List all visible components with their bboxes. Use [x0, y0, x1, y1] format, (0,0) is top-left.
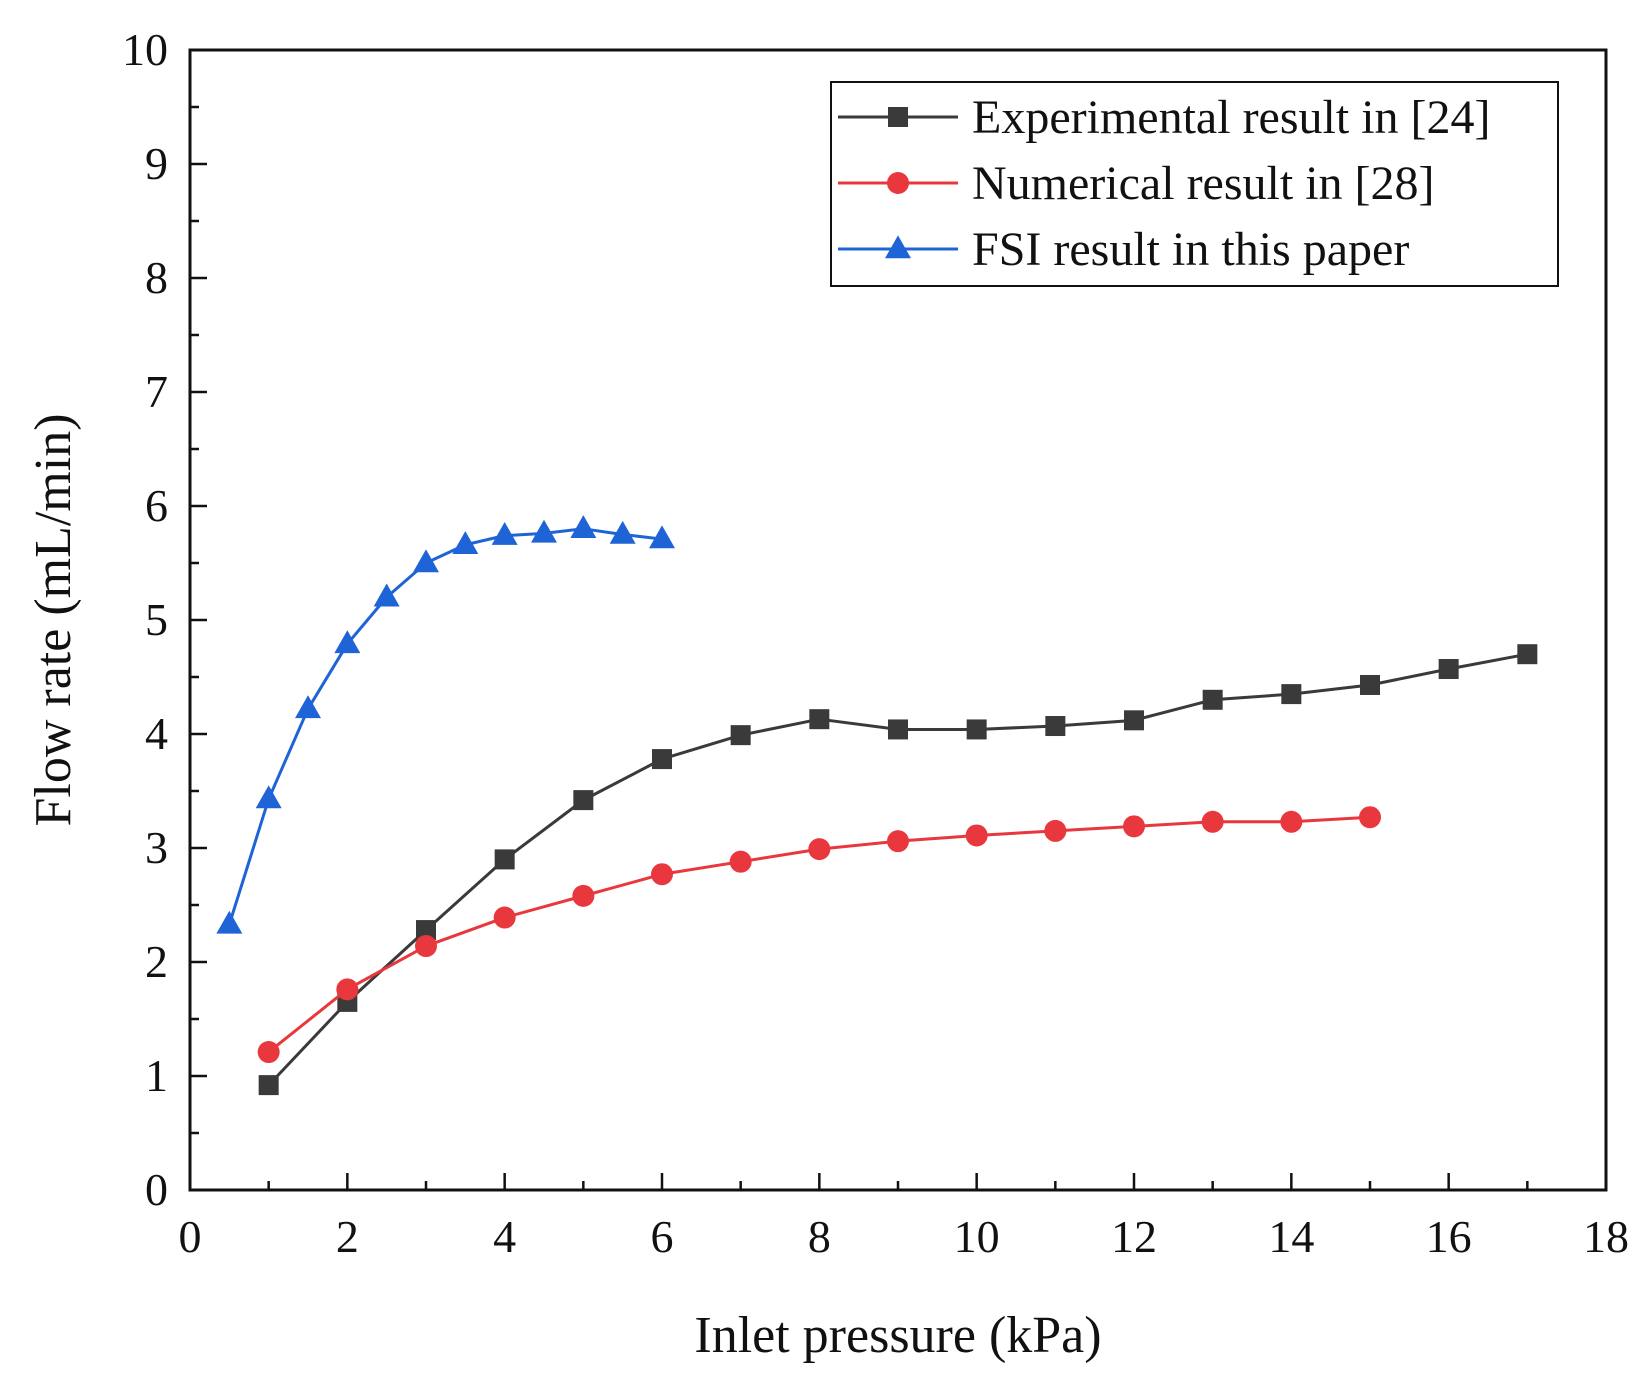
series-3-point: [255, 785, 282, 809]
series-2-point: [651, 863, 673, 886]
series-1-point: [1438, 659, 1459, 680]
y-tick-label: 10: [122, 24, 168, 75]
series-1-point: [652, 749, 672, 770]
series-1-point: [809, 709, 830, 730]
y-tick-label: 5: [145, 594, 168, 645]
series-1-point: [573, 790, 594, 811]
y-tick-label: 4: [145, 708, 168, 759]
series-layer: [216, 515, 1538, 1096]
series-3-point: [216, 910, 243, 934]
series-1-point: [966, 719, 987, 740]
series-1-point: [730, 725, 751, 746]
series-1-point: [416, 920, 436, 941]
series-1-point: [258, 1075, 279, 1096]
legend-label: FSI result in this paper: [972, 223, 1409, 276]
y-tick-label: 0: [145, 1164, 168, 1215]
series-2-point: [1201, 810, 1224, 833]
series-2-point: [887, 830, 909, 853]
legend-label: Numerical result in [28]: [972, 157, 1435, 210]
series-2-point: [415, 935, 437, 958]
y-tick-label: 7: [145, 366, 168, 417]
legend-label: Experimental result in [24]: [972, 91, 1491, 144]
series-3-point: [452, 531, 479, 554]
series-3-point: [531, 519, 557, 543]
series-1-point: [1360, 674, 1380, 695]
x-tick-label: 6: [651, 1211, 674, 1262]
series-2-point: [808, 838, 831, 861]
x-tick-label: 12: [1111, 1211, 1157, 1262]
series-1-point: [1124, 710, 1144, 731]
legend-marker: [888, 107, 908, 127]
y-tick-label: 3: [145, 822, 168, 873]
x-tick-label: 8: [808, 1211, 831, 1262]
x-tick-label: 10: [954, 1211, 1000, 1262]
y-tick-label: 8: [145, 252, 168, 303]
x-tick-label: 4: [493, 1211, 516, 1262]
legend-marker: [885, 235, 911, 259]
x-tick-label: 0: [179, 1211, 202, 1262]
series-2-point: [493, 906, 516, 929]
series-2: [257, 806, 1381, 1064]
series-2-point: [965, 824, 988, 847]
series-1-point: [1202, 689, 1223, 710]
series-2-point: [1359, 806, 1381, 829]
series-2-point: [257, 1041, 280, 1064]
y-tick-label: 2: [145, 936, 168, 987]
series-3-point: [334, 630, 361, 654]
series-1-point: [888, 719, 908, 740]
series-1-point: [494, 849, 515, 870]
y-tick-label: 9: [145, 138, 168, 189]
series-2-point: [729, 850, 752, 873]
x-axis-title: Inlet pressure (kPa): [694, 1307, 1101, 1364]
legend-marker: [887, 172, 909, 194]
series-1-point: [1281, 684, 1302, 705]
series-1-point: [1517, 644, 1538, 665]
x-tick-label: 18: [1583, 1211, 1629, 1262]
x-tick-label: 14: [1268, 1211, 1314, 1262]
series-3-point: [413, 549, 439, 573]
series-2-point: [572, 884, 595, 907]
y-axis-title: Flow rate (mL/min): [25, 413, 82, 826]
x-tick-label: 2: [336, 1211, 359, 1262]
series-2-point: [1123, 815, 1145, 838]
series-1-point: [1045, 716, 1066, 737]
series-1: [258, 644, 1538, 1096]
series-2-point: [336, 978, 359, 1001]
series-3-point: [609, 520, 636, 544]
series-3-point: [649, 525, 675, 549]
y-tick-label: 1: [145, 1050, 168, 1101]
x-tick-label: 16: [1426, 1211, 1472, 1262]
series-3-point: [570, 515, 597, 539]
y-tick-label: 6: [145, 480, 168, 531]
series-2-point: [1280, 810, 1303, 833]
plot-frame: [188, 48, 1608, 1192]
series-2-point: [1044, 819, 1067, 842]
series-3-point: [491, 522, 518, 545]
series-3-point: [295, 695, 321, 719]
series-3-point: [373, 583, 400, 607]
series-3: [216, 515, 675, 934]
legend: Experimental result in [24] Numerical res…: [830, 81, 1559, 287]
